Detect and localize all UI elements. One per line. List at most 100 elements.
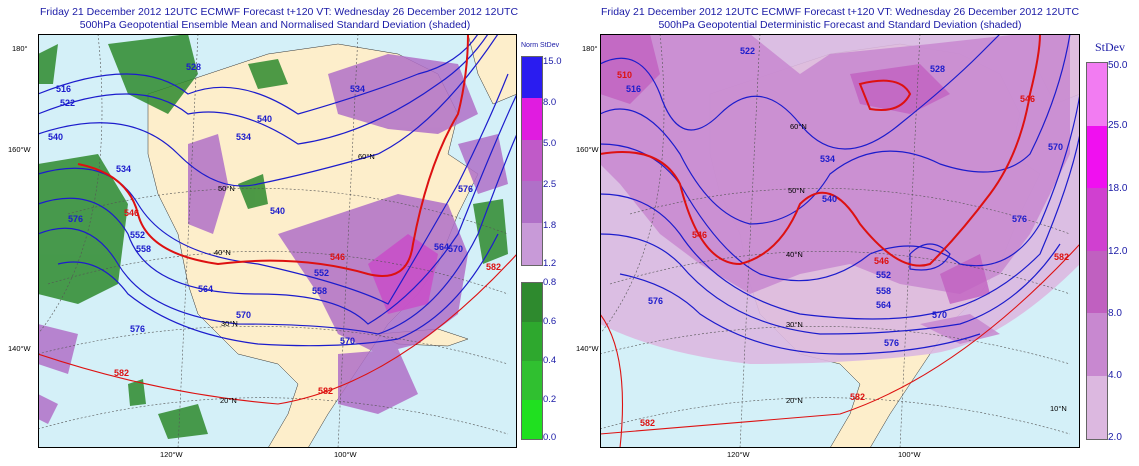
left-contour-label: 552 xyxy=(130,230,146,240)
left-colorbar-label: 1.2 xyxy=(543,258,557,269)
right-colorbar-block xyxy=(1087,313,1107,376)
right-title-line1: Friday 21 December 2012 12UTC ECMWF Fore… xyxy=(600,6,1080,18)
right-contour-label: 576 xyxy=(648,296,664,306)
right-contour-label: 570 xyxy=(1048,142,1064,152)
right-colorbar-block xyxy=(1087,63,1107,126)
right-colorbar-block xyxy=(1087,251,1107,313)
right-stdev-shading-high xyxy=(600,34,990,304)
left-contour-label: 582 xyxy=(114,368,130,378)
left-colorbar-label: 8.0 xyxy=(543,97,557,108)
left-land-greenland xyxy=(467,34,517,105)
left-colorbar-title: Norm StDev xyxy=(521,42,560,49)
left-lat-label: 50°N xyxy=(218,184,235,193)
left-contour-label: 552 xyxy=(314,268,330,278)
left-lon-label: 120°W xyxy=(160,450,183,459)
left-colorbar-label: 0.4 xyxy=(543,355,557,366)
left-contour-label: 534 xyxy=(236,132,252,142)
left-colorbar-label: 1.8 xyxy=(543,220,557,231)
right-lon-label: 120°W xyxy=(727,450,750,459)
left-contour-label: 570 xyxy=(448,244,464,254)
left-contour-label: 540 xyxy=(257,114,273,124)
right-lon-label: 100°W xyxy=(898,450,921,459)
left-contours-red xyxy=(77,34,469,277)
right-colorbar-label: 18.0 xyxy=(1108,183,1128,194)
left-contour-label: 570 xyxy=(340,336,356,346)
left-colorbar-label: 0.0 xyxy=(543,432,557,443)
left-colorbar-block xyxy=(522,283,542,322)
left-colorbar-label: 0.6 xyxy=(543,316,557,327)
right-lon-label: 180° xyxy=(582,44,598,53)
right-lat-label: 10°N xyxy=(1050,404,1067,413)
left-colorbar-block xyxy=(522,400,542,439)
right-colorbar-label: 2.0 xyxy=(1108,432,1122,443)
right-contour-label: 546 xyxy=(692,230,708,240)
left-colorbar-block xyxy=(522,140,542,181)
right-contour-label: 582 xyxy=(640,418,656,428)
left-contour-label: 564 xyxy=(434,242,450,252)
right-map: 510 516 522 528 534 540 546 552 558 564 … xyxy=(600,34,1080,448)
left-contour-label: 570 xyxy=(236,310,252,320)
right-lat-label: 30°N xyxy=(786,320,803,329)
left-contours-blue xyxy=(38,34,517,347)
left-contour-label: 528 xyxy=(186,62,202,72)
left-lat-label: 40°N xyxy=(214,248,231,257)
right-lon-label: 160°W xyxy=(576,145,599,154)
left-contour-label: 534 xyxy=(350,84,366,94)
left-colorbar-block xyxy=(522,361,542,400)
left-map: 528 516 522 540 534 576 546 552 558 564 … xyxy=(38,34,517,448)
right-contour-label: 522 xyxy=(740,46,756,56)
right-title-line2: 500hPa Geopotential Deterministic Foreca… xyxy=(658,19,1022,31)
left-lat-label: 20°N xyxy=(220,396,237,405)
right-colorbar-label: 25.0 xyxy=(1108,120,1128,131)
right-lat-label: 40°N xyxy=(786,250,803,259)
right-lat-label: 20°N xyxy=(786,396,803,405)
right-colorbar-label: 4.0 xyxy=(1108,370,1122,381)
left-lon-label: 160°W xyxy=(8,145,31,154)
left-colorbar-label: 5.0 xyxy=(543,138,557,149)
right-lon-label: 140°W xyxy=(576,344,599,353)
right-colorbar xyxy=(1086,62,1108,440)
right-contour-label: 534 xyxy=(820,154,836,164)
right-contour-label: 582 xyxy=(850,392,866,402)
left-colorbar-purple xyxy=(521,56,543,266)
left-title-line1: Friday 21 December 2012 12UTC ECMWF Fore… xyxy=(40,6,519,18)
left-contour-582 xyxy=(38,253,517,405)
right-contour-label: 576 xyxy=(1012,214,1028,224)
left-lat-label: 30°N xyxy=(221,319,238,328)
right-contour-label: 546 xyxy=(1020,94,1036,104)
right-contour-582 xyxy=(600,243,1080,448)
left-contour-label: 558 xyxy=(136,244,152,254)
left-colorbar-block xyxy=(522,223,542,265)
right-contour-label: 576 xyxy=(884,338,900,348)
left-colorbar-green xyxy=(521,282,543,440)
left-contour-label: 564 xyxy=(198,284,214,294)
left-lon-label: 140°W xyxy=(8,344,31,353)
left-colorbar-label: 15.0 xyxy=(543,56,562,67)
left-lon-label: 100°W xyxy=(334,450,357,459)
right-contour-label: 510 xyxy=(617,70,633,80)
left-contour-label: 582 xyxy=(486,262,502,272)
right-contour-label: 564 xyxy=(876,300,892,310)
right-colorbar-block xyxy=(1087,126,1107,188)
left-contour-label: 540 xyxy=(270,206,286,216)
left-stdev-peak xyxy=(368,234,438,314)
right-colorbar-label: 12.0 xyxy=(1108,246,1128,257)
left-title-line2: 500hPa Geopotential Ensemble Mean and No… xyxy=(79,19,471,31)
left-colorbar-label: 2.5 xyxy=(543,179,557,190)
left-contour-label: 558 xyxy=(312,286,328,296)
left-contour-label: 546 xyxy=(330,252,346,262)
right-colorbar-block xyxy=(1087,188,1107,251)
right-colorbar-label: 50.0 xyxy=(1108,60,1128,71)
left-contour-label: 576 xyxy=(130,324,146,334)
left-contour-label: 582 xyxy=(318,386,334,396)
right-contour-label: 558 xyxy=(876,286,892,296)
left-colorbar-block xyxy=(522,322,542,361)
right-contour-label: 582 xyxy=(1054,252,1070,262)
left-contour-label: 540 xyxy=(48,132,64,142)
right-contours-red xyxy=(600,34,1041,267)
left-contour-label: 546 xyxy=(124,208,140,218)
right-contour-label: 570 xyxy=(932,310,948,320)
right-contour-label: 546 xyxy=(874,256,890,266)
right-contour-label: 528 xyxy=(930,64,946,74)
right-colorbar-label: 8.0 xyxy=(1108,308,1122,319)
